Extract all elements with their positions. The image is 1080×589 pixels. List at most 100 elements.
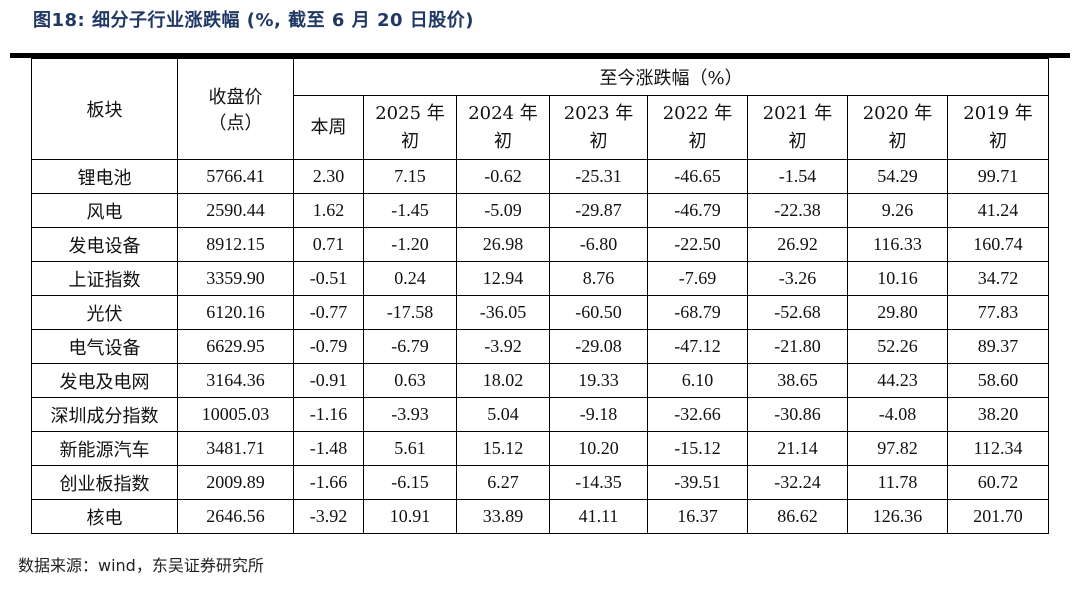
row-label: 上证指数 <box>31 261 178 296</box>
cell-week: 1.62 <box>293 193 364 228</box>
cell-close: 2009.89 <box>177 465 294 500</box>
cell-y2022: 16.37 <box>647 499 748 534</box>
cell-y2024: 5.04 <box>456 397 550 432</box>
cell-week: -0.79 <box>293 329 364 364</box>
cell-week: 0.71 <box>293 227 364 262</box>
cell-y2025: 0.24 <box>363 261 457 296</box>
cell-y2021: -1.54 <box>747 159 848 194</box>
cell-y2019: 38.20 <box>946 397 1050 432</box>
header-year-label: 2024 年 <box>468 102 538 124</box>
cell-y2023: 41.11 <box>549 499 648 534</box>
cell-y2022: -46.65 <box>647 159 748 194</box>
cell-y2021: 38.65 <box>747 363 848 398</box>
row-label: 锂电池 <box>31 159 178 194</box>
cell-y2022: -46.79 <box>647 193 748 228</box>
figure-title: 图18: 细分子行业涨跌幅 (%, 截至 6 月 20 日股价) <box>33 10 475 31</box>
table-body: 锂电池 5766.41 2.30 7.15 -0.62 -25.31 -46.65 -1.54… <box>31 159 1050 534</box>
cell-week: -1.66 <box>293 465 364 500</box>
cell-y2024: 18.02 <box>456 363 550 398</box>
cell-week: -0.91 <box>293 363 364 398</box>
header-year-5: 2020 年初 <box>847 95 948 160</box>
row-label: 新能源汽车 <box>31 431 178 466</box>
header-year-suffix: 初 <box>888 130 907 152</box>
cell-y2021: 21.14 <box>747 431 848 466</box>
table-row: 电气设备 6629.95 -0.79 -6.79 -3.92 -29.08 -47.12 -2… <box>31 329 1050 364</box>
header-year-suffix: 初 <box>688 130 707 152</box>
header-close-line1: 收盘价 <box>208 87 263 108</box>
cell-week: -1.16 <box>293 397 364 432</box>
cell-week: -3.92 <box>293 499 364 534</box>
header-year-suffix: 初 <box>401 130 419 152</box>
cell-y2019: 77.83 <box>946 295 1050 330</box>
cell-y2020: -4.08 <box>847 397 948 432</box>
header-year-2: 2023 年初 <box>549 95 648 160</box>
cell-y2024: 12.94 <box>456 261 550 296</box>
header-year-label: 2023 年 <box>563 102 634 124</box>
row-label: 发电及电网 <box>31 363 178 398</box>
title-rule <box>10 53 1070 58</box>
cell-y2021: -32.24 <box>747 465 848 500</box>
cell-y2021: 26.92 <box>747 227 848 262</box>
row-label: 风电 <box>31 193 178 228</box>
header-year-6: 2019 年初 <box>946 95 1050 160</box>
cell-y2020: 29.80 <box>847 295 948 330</box>
cell-close: 6120.16 <box>177 295 294 330</box>
cell-close: 2646.56 <box>177 499 294 534</box>
cell-y2025: -3.93 <box>363 397 457 432</box>
cell-y2024: -36.05 <box>456 295 550 330</box>
cell-y2019: 89.37 <box>946 329 1050 364</box>
header-year-label: 2025 年 <box>375 102 445 124</box>
header-year-label: 2019 年 <box>963 102 1033 124</box>
cell-y2020: 9.26 <box>847 193 948 228</box>
cell-y2019: 112.34 <box>946 431 1050 466</box>
cell-y2025: 10.91 <box>363 499 457 534</box>
row-label: 创业板指数 <box>31 465 178 500</box>
cell-y2020: 44.23 <box>847 363 948 398</box>
cell-y2020: 10.16 <box>847 261 948 296</box>
row-label: 核电 <box>31 499 178 534</box>
cell-y2022: -32.66 <box>647 397 748 432</box>
header-year-4: 2021 年初 <box>747 95 848 160</box>
cell-y2021: 86.62 <box>747 499 848 534</box>
cell-y2024: -0.62 <box>456 159 550 194</box>
cell-y2024: 15.12 <box>456 431 550 466</box>
header-year-label: 2021 年 <box>762 102 833 124</box>
table-row: 核电 2646.56 -3.92 10.91 33.89 41.11 16.37 86.62 1… <box>31 499 1050 534</box>
cell-y2025: -17.58 <box>363 295 457 330</box>
source-note: 数据来源：wind，东吴证券研究所 <box>18 556 264 575</box>
cell-y2024: -3.92 <box>456 329 550 364</box>
row-label: 光伏 <box>31 295 178 330</box>
cell-y2023: -25.31 <box>549 159 648 194</box>
cell-week: -1.48 <box>293 431 364 466</box>
header-year-suffix: 初 <box>494 130 512 152</box>
cell-y2023: -29.08 <box>549 329 648 364</box>
performance-table: 板块 收盘价 （点） 至今涨跌幅（%） 本周 2025 年初 2024 年初 202… <box>31 58 1050 534</box>
header-year-3: 2022 年初 <box>647 95 748 160</box>
table-row: 上证指数 3359.90 -0.51 0.24 12.94 8.76 -7.69 -3.26 1… <box>31 261 1050 296</box>
cell-y2025: -6.79 <box>363 329 457 364</box>
cell-y2022: -15.12 <box>647 431 748 466</box>
cell-y2020: 11.78 <box>847 465 948 500</box>
table-row: 风电 2590.44 1.62 -1.45 -5.09 -29.87 -46.79 -22.3… <box>31 193 1050 228</box>
table-row: 光伏 6120.16 -0.77 -17.58 -36.05 -60.50 -68.79 -5… <box>31 295 1050 330</box>
header-year-0: 2025 年初 <box>363 95 457 160</box>
cell-y2023: -6.80 <box>549 227 648 262</box>
cell-y2019: 41.24 <box>946 193 1050 228</box>
cell-y2023: 8.76 <box>549 261 648 296</box>
cell-y2024: 26.98 <box>456 227 550 262</box>
table-row: 创业板指数 2009.89 -1.66 -6.15 6.27 -14.35 -39.51 -3… <box>31 465 1050 500</box>
table-row: 发电及电网 3164.36 -0.91 0.63 18.02 19.33 6.10 38.65… <box>31 363 1050 398</box>
cell-y2021: -3.26 <box>747 261 848 296</box>
cell-close: 3164.36 <box>177 363 294 398</box>
cell-y2022: -22.50 <box>647 227 748 262</box>
cell-y2025: -1.45 <box>363 193 457 228</box>
table-row: 新能源汽车 3481.71 -1.48 5.61 15.12 10.20 -15.12 21.… <box>31 431 1050 466</box>
cell-y2021: -30.86 <box>747 397 848 432</box>
header-close-line2: （点） <box>208 113 263 134</box>
cell-y2022: -47.12 <box>647 329 748 364</box>
cell-y2024: 6.27 <box>456 465 550 500</box>
cell-y2025: 5.61 <box>363 431 457 466</box>
cell-close: 10005.03 <box>177 397 294 432</box>
cell-close: 3481.71 <box>177 431 294 466</box>
header-board: 板块 <box>31 58 178 160</box>
